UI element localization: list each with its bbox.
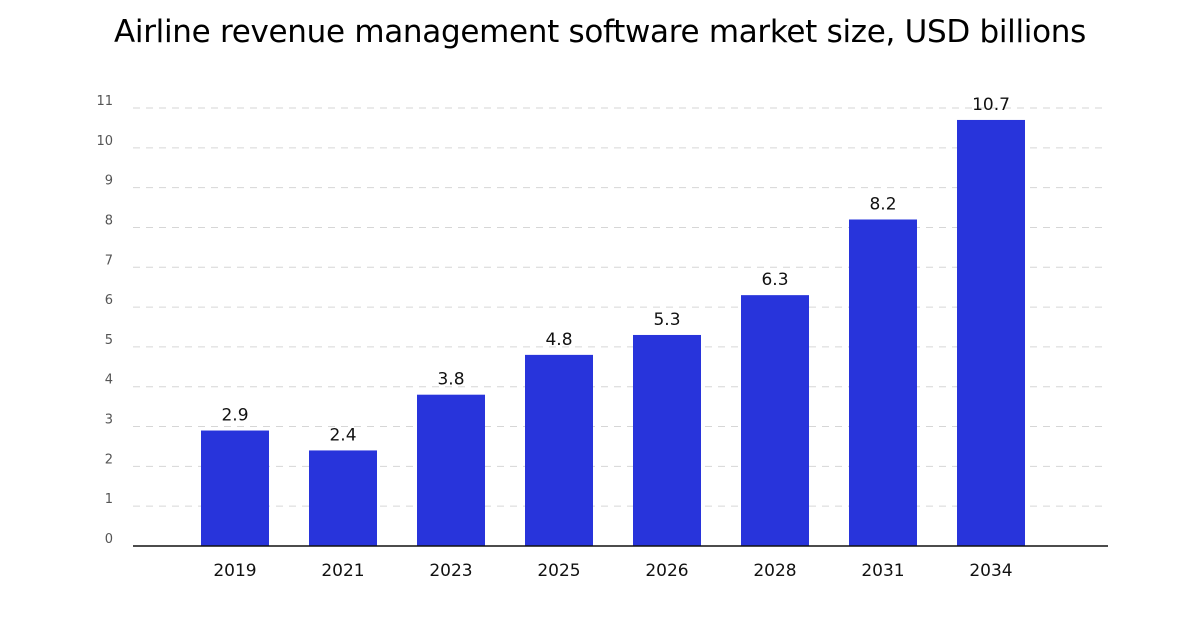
y-tick-label: 9 xyxy=(105,174,113,189)
x-tick-label: 2034 xyxy=(969,561,1012,581)
x-tick-label: 2019 xyxy=(213,561,256,581)
data-label: 5.3 xyxy=(653,310,680,330)
bar-2026 xyxy=(633,334,701,546)
data-label: 3.8 xyxy=(437,370,464,390)
data-label: 4.8 xyxy=(545,330,572,350)
y-tick-label: 8 xyxy=(105,213,113,228)
y-tick-label: 7 xyxy=(105,253,113,268)
bar-2025 xyxy=(525,354,593,546)
data-label: 8.2 xyxy=(869,194,896,214)
bar-2034 xyxy=(957,119,1025,546)
y-tick-label: 6 xyxy=(105,293,113,308)
data-label: 2.4 xyxy=(329,425,356,445)
x-tick-label: 2025 xyxy=(537,561,580,581)
bar-2019 xyxy=(201,430,269,546)
y-tick-label: 4 xyxy=(105,373,113,388)
x-tick-label: 2028 xyxy=(753,561,796,581)
y-tick-label: 2 xyxy=(105,452,113,467)
x-tick-label: 2026 xyxy=(645,561,688,581)
x-tick-label: 2031 xyxy=(861,561,904,581)
bar-2021 xyxy=(309,450,377,546)
chart-title: Airline revenue management software mark… xyxy=(113,14,1086,50)
bar-2023 xyxy=(417,394,485,546)
y-tick-label: 5 xyxy=(105,333,113,348)
y-tick-label: 1 xyxy=(105,492,113,507)
x-tick-label: 2021 xyxy=(321,561,364,581)
y-tick-label: 10 xyxy=(96,134,113,149)
data-label: 10.7 xyxy=(972,95,1010,115)
data-label: 2.9 xyxy=(221,406,248,426)
y-tick-label: 0 xyxy=(105,532,113,547)
bar-2031 xyxy=(849,219,917,546)
data-label: 6.3 xyxy=(761,270,788,290)
bar-2028 xyxy=(741,295,809,546)
y-tick-label: 11 xyxy=(96,94,113,109)
x-tick-label: 2023 xyxy=(429,561,472,581)
y-tick-label: 3 xyxy=(105,413,113,428)
